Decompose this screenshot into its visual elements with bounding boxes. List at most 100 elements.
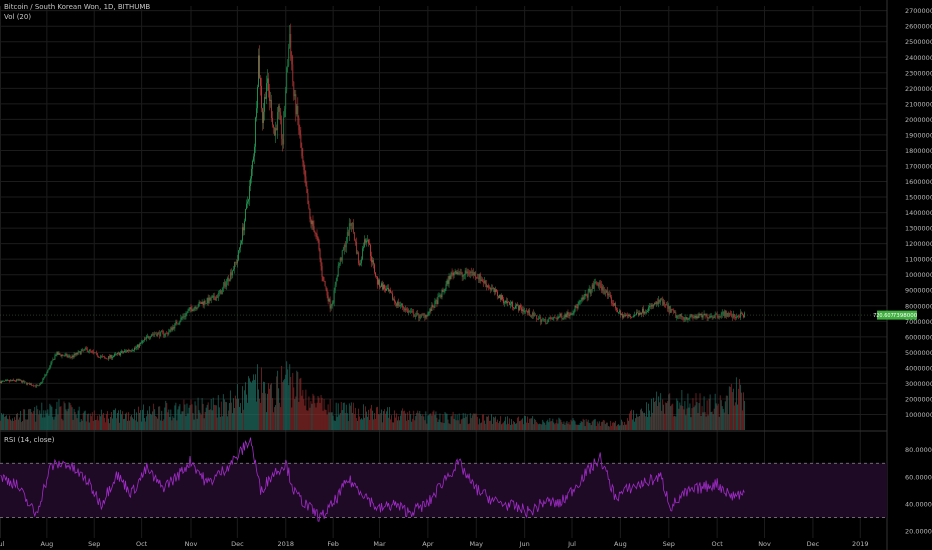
candle-body bbox=[235, 261, 236, 263]
volume-bar bbox=[103, 417, 105, 430]
volume-bar bbox=[422, 414, 424, 430]
candle-body bbox=[201, 301, 203, 304]
candle-body bbox=[207, 298, 209, 304]
candle-body bbox=[14, 380, 15, 381]
volume-bar bbox=[485, 416, 487, 430]
volume-bar bbox=[573, 420, 575, 430]
time-axis[interactable]: JulAugSepOctNovDec2018FebMarAprMayJunJul… bbox=[0, 540, 869, 548]
volume-bar bbox=[191, 404, 193, 430]
candle-body bbox=[54, 355, 56, 360]
candle-body bbox=[490, 287, 491, 290]
volume-bar bbox=[367, 416, 368, 430]
volume-bar bbox=[138, 406, 139, 430]
rsi-series-line bbox=[0, 437, 745, 522]
price-axis[interactable]: 2700000026000000250000002400000023000000… bbox=[905, 7, 932, 536]
candle-body bbox=[672, 309, 674, 311]
price-badge-right-bg bbox=[893, 310, 917, 320]
volume-bar bbox=[472, 413, 474, 430]
candle-body bbox=[294, 94, 296, 97]
candle-body bbox=[151, 334, 153, 337]
volume-bar bbox=[313, 395, 315, 430]
volume-bar bbox=[209, 409, 211, 430]
candle-body bbox=[565, 314, 567, 318]
candle-body bbox=[331, 303, 333, 306]
candle-body bbox=[696, 316, 698, 318]
volume-bar bbox=[196, 418, 198, 430]
grid-lines bbox=[0, 0, 888, 550]
volume-bar bbox=[282, 382, 284, 430]
volume-bar bbox=[310, 401, 312, 430]
candle-body bbox=[48, 369, 50, 370]
volume-bar bbox=[254, 379, 255, 430]
time-tick-label: Oct bbox=[712, 540, 724, 548]
candle-body bbox=[105, 358, 107, 360]
candle-body bbox=[16, 379, 17, 381]
price-tick-label: 14000000 bbox=[905, 209, 932, 217]
volume-bar bbox=[740, 392, 742, 430]
volume-bar bbox=[402, 408, 404, 430]
volume-bar bbox=[163, 419, 165, 430]
volume-bar bbox=[104, 422, 106, 430]
candle-body bbox=[616, 308, 617, 311]
candle-body bbox=[632, 316, 633, 318]
volume-bar bbox=[739, 384, 741, 430]
volume-bar bbox=[394, 410, 395, 430]
candle-body bbox=[613, 303, 615, 306]
volume-bar bbox=[552, 418, 554, 430]
candle-body bbox=[339, 258, 341, 265]
candle-body bbox=[437, 296, 439, 305]
volume-bar bbox=[332, 415, 334, 430]
candle-body bbox=[251, 168, 252, 179]
volume-bar bbox=[697, 413, 699, 430]
volume-bar bbox=[358, 416, 360, 430]
volume-bar bbox=[471, 415, 473, 430]
volume-bar bbox=[247, 402, 248, 430]
volume-bar bbox=[7, 418, 8, 430]
candle-body bbox=[526, 310, 528, 312]
candle-body bbox=[471, 271, 473, 273]
volume-bar bbox=[121, 414, 122, 430]
candle-body bbox=[188, 309, 190, 311]
candle-body bbox=[718, 316, 720, 318]
candle-body bbox=[712, 317, 714, 318]
candle-body bbox=[265, 97, 266, 99]
candle-body bbox=[228, 279, 230, 282]
candle-body bbox=[275, 128, 277, 136]
volume-bar bbox=[398, 416, 399, 430]
candle-body bbox=[125, 350, 126, 352]
candle-body bbox=[321, 266, 323, 277]
candle-body bbox=[178, 322, 180, 324]
candle-body bbox=[336, 276, 338, 282]
volume-bar bbox=[659, 402, 661, 430]
volume-bar bbox=[734, 402, 736, 430]
candle-body bbox=[540, 317, 542, 323]
volume-bar bbox=[72, 419, 74, 430]
candle-body bbox=[90, 350, 92, 352]
candle-body bbox=[84, 347, 86, 350]
candle-body bbox=[162, 331, 164, 333]
price-tick-label: 8000000 bbox=[905, 302, 932, 310]
candle-body bbox=[312, 220, 314, 227]
candle-body bbox=[42, 379, 44, 383]
candle-body bbox=[298, 117, 300, 131]
candle-body bbox=[20, 380, 22, 381]
volume-bar bbox=[237, 384, 238, 430]
volume-bar bbox=[433, 410, 435, 430]
candle-body bbox=[102, 356, 104, 357]
candle-body bbox=[52, 359, 54, 361]
candle-body bbox=[642, 308, 643, 313]
volume-bar bbox=[587, 419, 589, 430]
volume-bar bbox=[543, 421, 545, 430]
volume-bar bbox=[203, 418, 205, 430]
candle-body bbox=[140, 342, 141, 344]
volume-bar bbox=[414, 420, 416, 430]
candle-body bbox=[436, 300, 438, 305]
volume-bar bbox=[647, 416, 648, 430]
volume-bar bbox=[491, 414, 492, 430]
candle-body bbox=[44, 375, 46, 378]
candle-body bbox=[139, 343, 140, 348]
volume-bar bbox=[405, 413, 407, 430]
volume-bar bbox=[696, 402, 698, 430]
volume-bar bbox=[516, 423, 517, 430]
